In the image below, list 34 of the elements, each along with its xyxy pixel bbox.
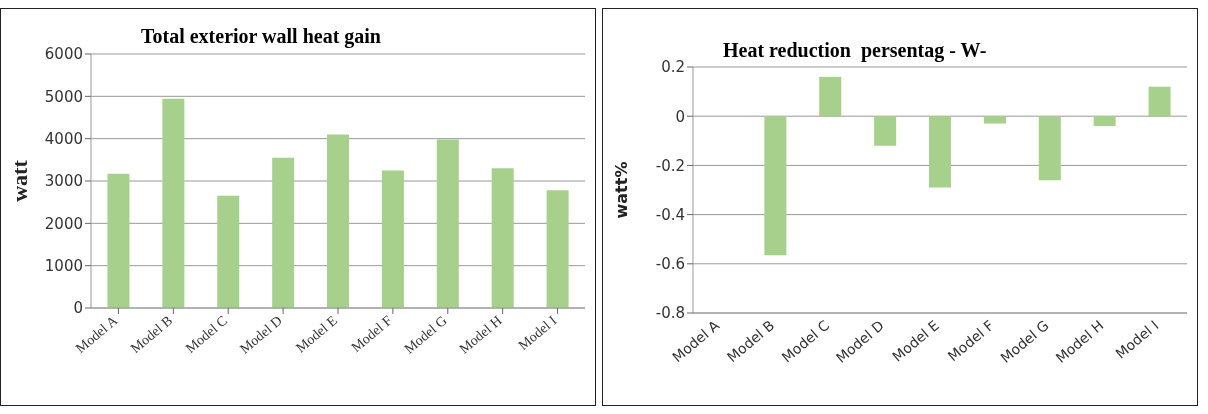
y-tick-label: 6000 [44,45,83,64]
y-tick-label: 0.2 [661,58,685,77]
bar [162,98,185,308]
bar [1093,116,1116,127]
y-tick-label: -0.4 [655,205,685,224]
bar [327,134,350,308]
bar [491,168,514,308]
y-tick-label: 0 [675,107,685,126]
y-tick-label: -0.6 [655,255,685,274]
bar [983,116,1006,124]
bar [272,157,295,308]
bar [1038,116,1061,181]
bar [874,116,897,146]
chart-title: Heat reduction persentag - W- [723,39,987,62]
bar [1148,86,1171,117]
y-tick-label: 2000 [44,214,83,233]
y-tick-label: 1000 [44,256,83,275]
y-axis-title: watt [6,159,32,202]
y-axis-title: watt% [611,161,631,219]
bar [436,139,459,308]
bar [381,170,404,308]
bar [546,190,569,308]
bar [764,116,787,256]
y-tick-label: 4000 [44,129,83,148]
bar [819,76,842,117]
bar [217,195,240,308]
y-tick-label: 3000 [44,172,83,191]
chart-title: Total exterior wall heat gain [141,25,381,48]
y-tick-label: -0.8 [655,304,685,323]
bar [107,173,130,308]
y-tick-label: 5000 [44,87,83,106]
bar [929,116,952,188]
y-tick-label: 0 [73,299,83,318]
y-tick-label: -0.2 [655,156,685,175]
